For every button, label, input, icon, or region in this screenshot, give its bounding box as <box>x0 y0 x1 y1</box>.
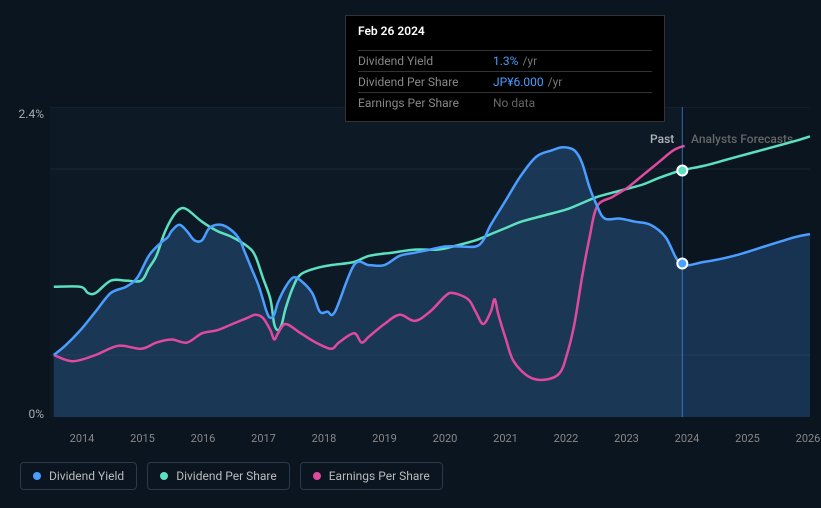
tooltip-row: Dividend Yield1.3% /yr <box>358 50 652 71</box>
x-tick-label: 2017 <box>251 432 276 445</box>
legend-dot-icon <box>313 472 321 480</box>
y-axis-max: 2.4% <box>4 107 44 121</box>
x-tick-label: 2019 <box>372 432 397 445</box>
dividend-chart: 2.4% 0% 2014 2015 2016 2017 2018 2019 2020 2021… <box>0 0 821 508</box>
legend-dividend-yield[interactable]: Dividend Yield <box>20 462 137 490</box>
tooltip-metric-label: Dividend Yield <box>358 54 493 68</box>
tooltip-metric-suffix: /yr <box>548 75 563 89</box>
tooltip-metric-value: No data <box>493 96 535 110</box>
chart-plot-area[interactable] <box>50 107 810 417</box>
x-tick-label: 2014 <box>70 432 95 445</box>
tooltip-metric-value: JP¥6.000 <box>493 75 544 89</box>
dividend-per-share-marker <box>677 166 687 176</box>
x-tick-label: 2021 <box>493 432 518 445</box>
x-tick-label: 2018 <box>312 432 337 445</box>
x-tick-label: 2025 <box>735 432 760 445</box>
tooltip-date: Feb 26 2024 <box>358 24 652 44</box>
legend-label: Dividend Yield <box>49 469 124 483</box>
tooltip-metric-value: 1.3% <box>493 54 518 68</box>
legend-label: Dividend Per Share <box>176 469 277 483</box>
x-tick-label: 2023 <box>614 432 639 445</box>
legend-dot-icon <box>160 472 168 480</box>
tooltip-metric-label: Dividend Per Share <box>358 75 493 89</box>
legend-dot-icon <box>33 472 41 480</box>
x-tick-label: 2015 <box>130 432 155 445</box>
legend-dividend-per-share[interactable]: Dividend Per Share <box>147 462 290 490</box>
x-tick-label: 2026 <box>796 432 821 445</box>
tooltip-row: Dividend Per ShareJP¥6.000/yr <box>358 71 652 92</box>
chart-tooltip: Feb 26 2024 Dividend Yield1.3%/yrDividen… <box>345 15 665 122</box>
chart-legend: Dividend Yield Dividend Per Share Earnin… <box>20 462 443 490</box>
dividend-yield-marker <box>677 259 687 269</box>
x-tick-label: 2020 <box>433 432 458 445</box>
x-tick-label: 2022 <box>554 432 579 445</box>
legend-label: Earnings Per Share <box>329 469 430 483</box>
x-tick-label: 2024 <box>675 432 700 445</box>
legend-earnings-per-share[interactable]: Earnings Per Share <box>300 462 443 490</box>
y-axis-min: 0% <box>4 407 44 421</box>
tooltip-row: Earnings Per ShareNo data <box>358 92 652 113</box>
tooltip-metric-label: Earnings Per Share <box>358 96 493 110</box>
tooltip-metric-suffix: /yr <box>522 54 537 68</box>
x-tick-label: 2016 <box>191 432 216 445</box>
